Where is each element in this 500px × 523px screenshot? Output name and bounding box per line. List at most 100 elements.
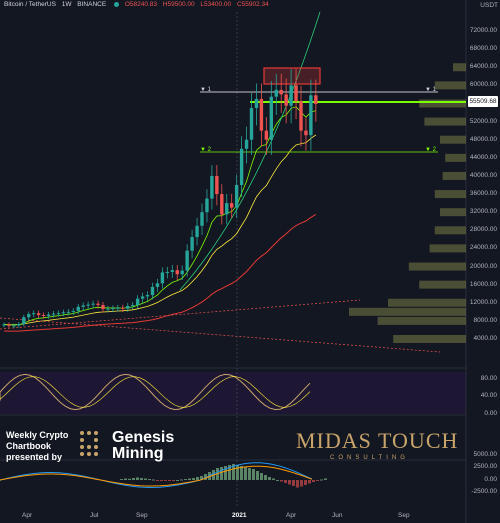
candle-body (165, 271, 170, 273)
candle-body (66, 311, 71, 313)
price-tick-label: 8000.00 (473, 316, 498, 324)
macd-histogram-bar (184, 479, 187, 480)
macd-histogram-bar (200, 476, 203, 480)
candle-body (101, 305, 105, 310)
candle-body (32, 313, 36, 315)
candle-body (41, 314, 46, 316)
macd-histogram-bar (240, 466, 243, 480)
candle-body (200, 212, 204, 226)
level-1-label-left: ▼ 1 (200, 87, 211, 93)
candle-body (135, 298, 140, 306)
candle-body (215, 175, 219, 195)
interval[interactable]: 1W (61, 1, 72, 8)
candle-body (314, 95, 318, 104)
price-tick-label: 60000.00 (469, 81, 497, 89)
candle-body (86, 304, 90, 306)
volume-bar (419, 99, 466, 108)
volume-bar (429, 244, 466, 253)
price-tick-label: 36000.00 (469, 190, 497, 198)
macd-histogram-bar (316, 480, 319, 481)
time-tick-label: Jul (90, 512, 99, 519)
candle-body (27, 314, 31, 318)
consulting-text: CONSULTING (330, 455, 409, 461)
candle-body (294, 85, 298, 102)
chart-header[interactable]: Bitcoin / TetherUS 1W BINANCE O58240.83 … (4, 1, 273, 8)
currency-label: USDT (480, 2, 498, 9)
candle-body (22, 317, 26, 325)
price-tick-label: 12000.00 (469, 298, 497, 306)
macd-histogram-bar (176, 480, 179, 481)
macd-histogram-bar (288, 480, 291, 485)
candle-body (304, 130, 308, 136)
price-tick-label: 24000.00 (469, 244, 497, 252)
genesis-logo (80, 431, 98, 456)
candle-body (131, 305, 135, 307)
signal-line (0, 465, 313, 487)
candle-body (249, 108, 254, 140)
price-tick-label: 72000.00 (469, 27, 497, 34)
macd-histogram-bar (128, 478, 131, 480)
time-tick-label: Sep (398, 512, 410, 519)
macd-histogram-bar (148, 479, 151, 480)
macd-histogram-bar (140, 478, 143, 480)
macd-histogram-bar (236, 465, 239, 480)
candles (2, 69, 318, 329)
candle-body (269, 96, 273, 140)
macd-tick-label: 0.00 (484, 476, 497, 483)
candle-body (121, 307, 125, 309)
candle-body (150, 286, 155, 296)
current-price-tag: 55509.68 (468, 96, 498, 107)
price-tick-label: 64000.00 (469, 63, 497, 71)
volume-bar (424, 117, 466, 126)
candle-body (12, 325, 16, 327)
macd-histogram-bar (232, 464, 235, 480)
candle-body (81, 305, 85, 307)
oscillator-tick-label: 40.00 (480, 392, 497, 399)
candle-body (71, 310, 75, 312)
candle-body (140, 296, 145, 299)
price-tick-label: 40000.00 (469, 171, 497, 179)
candle-body (254, 98, 259, 108)
candle-body (205, 198, 209, 213)
macd-histogram-bar (248, 468, 251, 480)
trend-lines (0, 299, 441, 353)
volume-bar (419, 280, 466, 289)
ma-green (3, 106, 317, 326)
oscillator-tick-label: 80.00 (480, 375, 497, 382)
volume-bar (349, 307, 466, 316)
macd-histogram-bar (196, 477, 199, 480)
symbol-name[interactable]: Bitcoin / TetherUS (4, 1, 56, 8)
macd-panel (0, 462, 327, 488)
price-tick-label: 48000.00 (469, 135, 497, 143)
macd-histogram-bar (312, 480, 315, 482)
candle-body (46, 314, 51, 316)
macd-histogram-bar (280, 480, 283, 482)
macd-histogram-bar (136, 477, 139, 480)
macd-histogram-bar (132, 478, 135, 480)
macd-histogram-bar (204, 474, 207, 480)
genesis-mining-text: Genesis Mining (112, 429, 175, 462)
time-tick-label: Apr (22, 512, 33, 519)
exchange: BINANCE (77, 1, 107, 8)
macd-histogram-bar (264, 475, 267, 480)
candle-body (17, 324, 21, 326)
volume-bar (393, 335, 466, 343)
macd-histogram-bar (244, 467, 247, 480)
macd-histogram-bar (124, 478, 127, 480)
candle-body (126, 305, 130, 309)
candle-body (234, 185, 239, 208)
candle-body (185, 250, 189, 271)
price-tick-label: 28000.00 (469, 226, 497, 234)
candle-body (170, 270, 174, 272)
macd-histogram-bar (284, 480, 287, 483)
macd-histogram-bar (180, 479, 183, 481)
level-1-label-right: ▼ 1 (425, 87, 436, 93)
price-tick-label: 32000.00 (469, 208, 497, 216)
ohlc-open: O58240.83 (124, 1, 157, 8)
macd-histogram-bar (300, 480, 303, 487)
macd-histogram-bar (324, 478, 327, 480)
macd-histogram-bar (292, 480, 295, 486)
volume-bar (434, 226, 466, 235)
macd-histogram-bar (156, 480, 159, 481)
